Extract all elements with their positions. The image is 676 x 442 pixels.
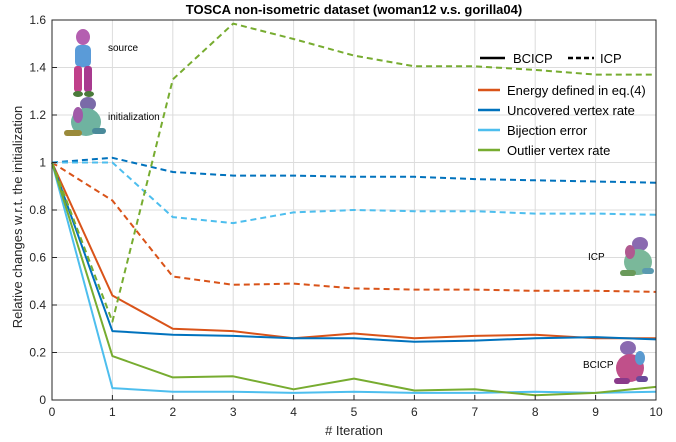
source-shape-thumbnail [73, 29, 94, 97]
legend-label-bijection: Bijection error [507, 123, 588, 138]
series-lines [51, 22, 657, 397]
series-line-bcicp-bijection-error [51, 162, 657, 394]
x-tick-label: 3 [230, 405, 237, 419]
y-tick-label: 0.8 [29, 203, 46, 217]
x-tick-label: 4 [290, 405, 297, 419]
y-tick-label: 0.6 [29, 251, 46, 265]
y-tick-label: 0.2 [29, 346, 46, 360]
bcicp-result-shape-thumbnail [614, 341, 648, 384]
annotation-bcicp: BCICP [583, 360, 614, 371]
style-legend-icp-label: ICP [600, 51, 622, 66]
annotation-icp: ICP [588, 252, 605, 263]
series-line-icp-energy-defined-in-eq-4 [51, 161, 657, 293]
y-tick-label: 1.2 [29, 108, 46, 122]
x-tick-label: 10 [649, 405, 663, 419]
annotation-initialization: initialization [108, 112, 160, 123]
axis-ticks: 0 1 2 3 4 5 6 7 8 9 10 0 0.2 0.4 0.6 0.8 1 1.2 1.4 1.6 [29, 13, 663, 419]
series-line-bcicp-uncovered-vertex-rate [51, 162, 657, 343]
y-tick-label: 1.6 [29, 13, 46, 27]
legend-label-energy: Energy defined in eq.(4) [507, 83, 646, 98]
series-line-bcicp-outlier-vertex-rate [51, 162, 657, 397]
x-tick-label: 9 [592, 405, 599, 419]
style-legend: BCICP ICP [480, 51, 622, 66]
y-tick-label: 1.4 [29, 61, 46, 75]
initialization-shape-thumbnail [64, 97, 106, 136]
x-tick-label: 5 [351, 405, 358, 419]
legend-label-outlier: Outlier vertex rate [507, 143, 610, 158]
x-tick-label: 0 [49, 405, 56, 419]
chart-title: TOSCA non-isometric dataset (woman12 v.s… [186, 2, 522, 17]
x-tick-label: 6 [411, 405, 418, 419]
x-tick-label: 1 [109, 405, 116, 419]
y-tick-label: 0 [39, 393, 46, 407]
y-axis-label: Relative changes w.r.t. the initializati… [10, 106, 25, 329]
annotation-source: source [108, 43, 138, 54]
series-line-icp-uncovered-vertex-rate [51, 156, 657, 184]
legend: Energy defined in eq.(4) Uncovered verte… [478, 83, 646, 158]
y-tick-label: 1 [39, 156, 46, 170]
y-tick-label: 0.4 [29, 298, 46, 312]
style-legend-bcicp-label: BCICP [513, 51, 553, 66]
x-axis-label: # Iteration [325, 423, 383, 438]
x-tick-label: 2 [169, 405, 176, 419]
legend-label-uncovered: Uncovered vertex rate [507, 103, 635, 118]
x-tick-label: 8 [532, 405, 539, 419]
series-line-bcicp-energy-defined-in-eq-4 [51, 162, 656, 340]
icp-result-shape-thumbnail [620, 237, 654, 276]
series-line-icp-bijection-error [52, 161, 657, 225]
x-tick-label: 7 [471, 405, 478, 419]
